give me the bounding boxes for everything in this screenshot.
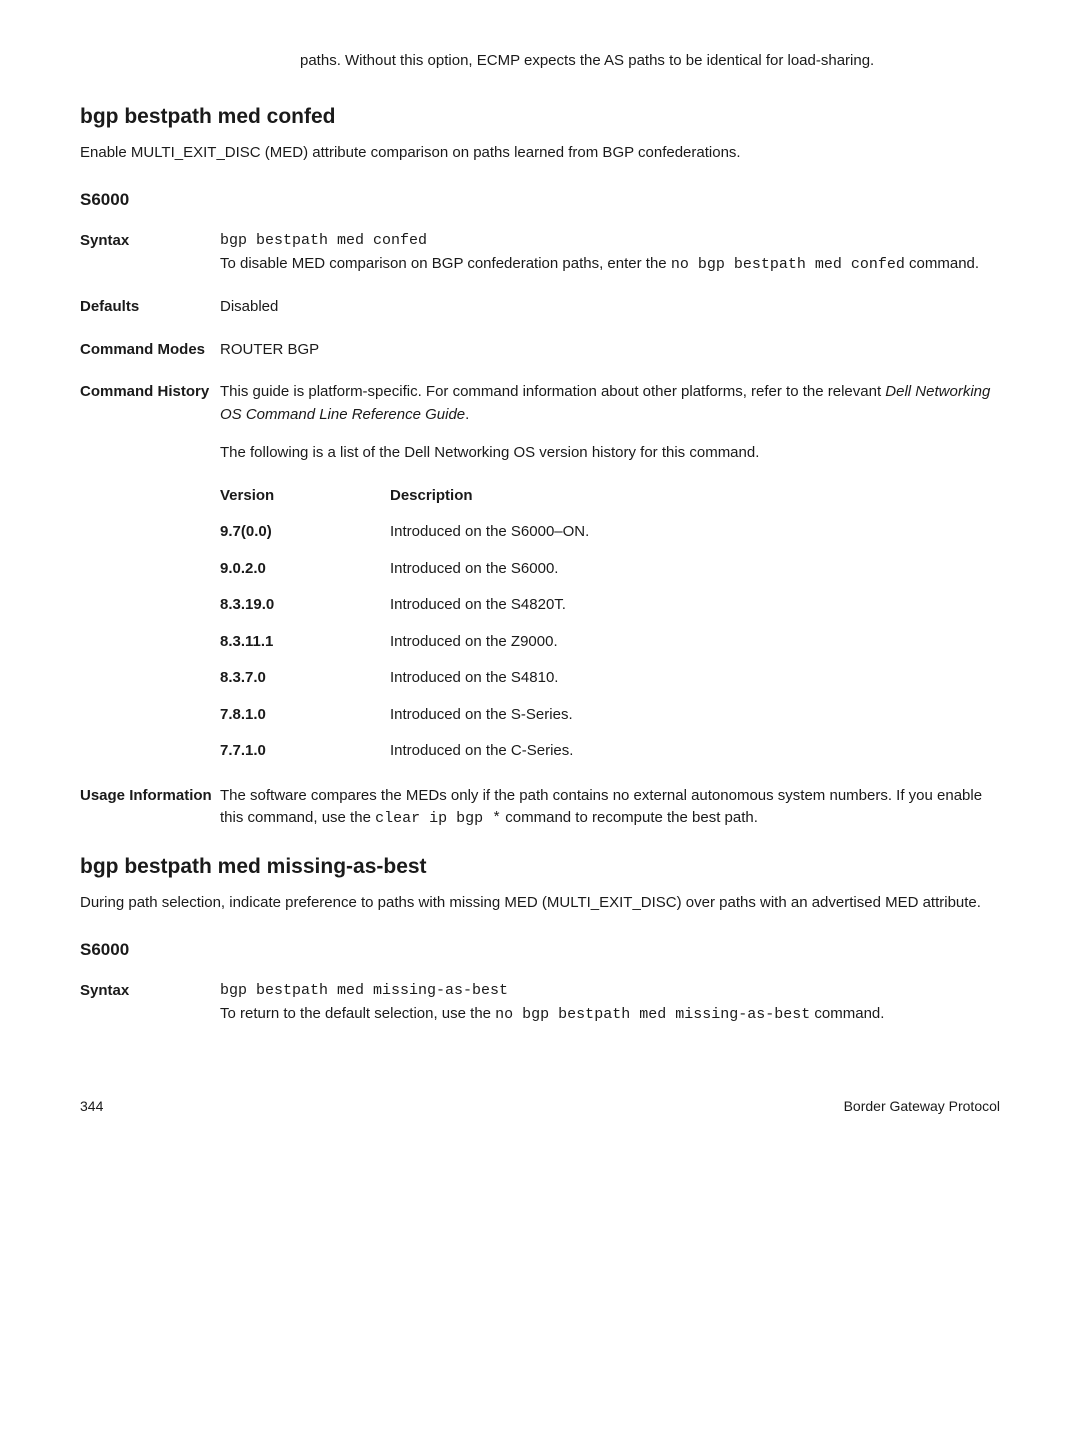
syntax-desc: To disable MED comparison on BGP confede… <box>220 253 1000 277</box>
version-row: 8.3.19.0 Introduced on the S4820T. <box>220 594 1000 617</box>
usage-value: The software compares the MEDs only if t… <box>220 785 1000 831</box>
version-header: Version Description <box>220 485 1000 508</box>
history-value: This guide is platform-specific. For com… <box>220 381 1000 465</box>
modes-label: Command Modes <box>80 339 220 362</box>
syntax2-desc: To return to the default selection, use … <box>220 1003 1000 1027</box>
version-row: 8.3.11.1 Introduced on the Z9000. <box>220 631 1000 654</box>
version-key: 7.8.1.0 <box>220 704 390 727</box>
version-row: 9.0.2.0 Introduced on the S6000. <box>220 558 1000 581</box>
section1-platform: S6000 <box>80 187 1000 213</box>
usage-mono: clear ip bgp * <box>375 810 501 827</box>
version-row: 7.8.1.0 Introduced on the S-Series. <box>220 704 1000 727</box>
section1-title: bgp bestpath med confed <box>80 101 1000 133</box>
history-p2: The following is a list of the Dell Netw… <box>220 442 1000 465</box>
defaults-row: Defaults Disabled <box>80 296 1000 319</box>
history-p1: This guide is platform-specific. For com… <box>220 381 1000 426</box>
page-footer: 344 Border Gateway Protocol <box>80 1096 1000 1117</box>
syntax2-desc-pre: To return to the default selection, use … <box>220 1005 495 1022</box>
history-p1-pre: This guide is platform-specific. For com… <box>220 383 885 400</box>
syntax2-row: Syntax bgp bestpath med missing-as-best … <box>80 980 1000 1026</box>
section2-desc: During path selection, indicate preferen… <box>80 892 1000 915</box>
version-col-header: Version <box>220 485 390 508</box>
history-label: Command History <box>80 381 220 465</box>
syntax2-desc-mono: no bgp bestpath med missing-as-best <box>495 1006 810 1023</box>
version-key: 8.3.11.1 <box>220 631 390 654</box>
version-key: 7.7.1.0 <box>220 740 390 763</box>
syntax-desc-post: command. <box>905 255 979 272</box>
page-number: 344 <box>80 1096 103 1117</box>
defaults-value: Disabled <box>220 296 1000 319</box>
syntax-desc-mono: no bgp bestpath med confed <box>671 256 905 273</box>
syntax-row: Syntax bgp bestpath med confed To disabl… <box>80 230 1000 276</box>
history-row: Command History This guide is platform-s… <box>80 381 1000 465</box>
version-desc: Introduced on the S4820T. <box>390 594 1000 617</box>
history-p1-post: . <box>465 406 469 423</box>
modes-row: Command Modes ROUTER BGP <box>80 339 1000 362</box>
syntax-value: bgp bestpath med confed To disable MED c… <box>220 230 1000 276</box>
version-key: 8.3.19.0 <box>220 594 390 617</box>
version-row: 7.7.1.0 Introduced on the C-Series. <box>220 740 1000 763</box>
syntax2-value: bgp bestpath med missing-as-best To retu… <box>220 980 1000 1026</box>
top-paragraph: paths. Without this option, ECMP expects… <box>300 50 1000 73</box>
version-desc: Introduced on the S6000. <box>390 558 1000 581</box>
version-key: 8.3.7.0 <box>220 667 390 690</box>
syntax2-label: Syntax <box>80 980 220 1026</box>
section1-desc: Enable MULTI_EXIT_DISC (MED) attribute c… <box>80 142 1000 165</box>
section2-platform: S6000 <box>80 937 1000 963</box>
version-desc: Introduced on the S6000–ON. <box>390 521 1000 544</box>
syntax-desc-pre: To disable MED comparison on BGP confede… <box>220 255 671 272</box>
syntax-command: bgp bestpath med confed <box>220 230 1000 253</box>
usage-post: command to recompute the best path. <box>501 809 758 826</box>
version-row: 8.3.7.0 Introduced on the S4810. <box>220 667 1000 690</box>
version-desc: Introduced on the C-Series. <box>390 740 1000 763</box>
syntax2-command: bgp bestpath med missing-as-best <box>220 980 1000 1003</box>
description-col-header: Description <box>390 485 1000 508</box>
version-table: Version Description 9.7(0.0) Introduced … <box>220 485 1000 763</box>
version-desc: Introduced on the S4810. <box>390 667 1000 690</box>
usage-label: Usage Information <box>80 785 220 831</box>
version-key: 9.7(0.0) <box>220 521 390 544</box>
version-desc: Introduced on the Z9000. <box>390 631 1000 654</box>
version-row: 9.7(0.0) Introduced on the S6000–ON. <box>220 521 1000 544</box>
usage-row: Usage Information The software compares … <box>80 785 1000 831</box>
syntax2-desc-post: command. <box>810 1005 884 1022</box>
modes-value: ROUTER BGP <box>220 339 1000 362</box>
section2-title: bgp bestpath med missing-as-best <box>80 851 1000 883</box>
version-key: 9.0.2.0 <box>220 558 390 581</box>
footer-title: Border Gateway Protocol <box>844 1096 1000 1117</box>
syntax-label: Syntax <box>80 230 220 276</box>
defaults-label: Defaults <box>80 296 220 319</box>
version-desc: Introduced on the S-Series. <box>390 704 1000 727</box>
